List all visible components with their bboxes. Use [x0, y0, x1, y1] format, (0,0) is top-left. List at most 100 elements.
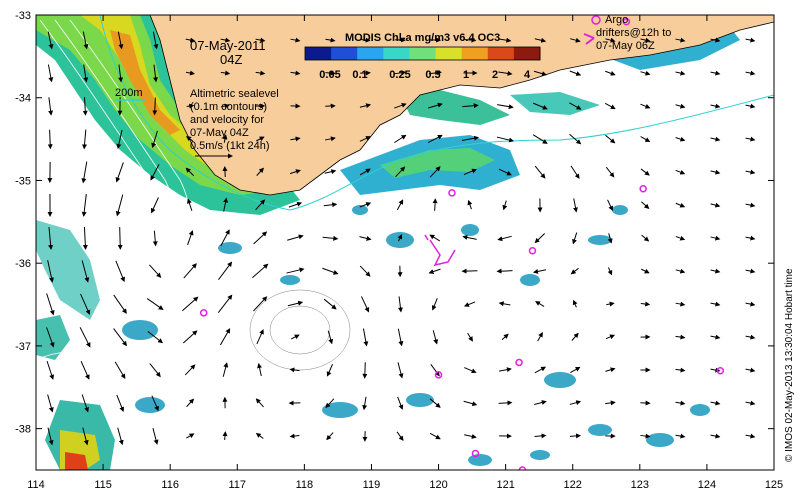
velocity-arrow	[359, 235, 372, 241]
velocity-arrow	[710, 70, 721, 76]
velocity-arrow	[394, 134, 407, 144]
velocity-arrow	[675, 70, 686, 76]
colorbar-swatch	[409, 47, 437, 60]
velocity-arrow	[322, 267, 339, 275]
colorbar-tick-label: 0.05	[319, 69, 340, 81]
velocity-arrow	[534, 433, 547, 439]
velocity-arrow	[80, 360, 90, 380]
x-tick-label: 125	[765, 479, 783, 491]
velocity-arrow	[81, 194, 87, 217]
velocity-arrow	[498, 168, 512, 176]
velocity-arrow	[47, 129, 53, 150]
velocity-arrow	[675, 301, 686, 307]
velocity-arrow	[675, 334, 686, 340]
velocity-arrow	[290, 136, 301, 142]
velocity-arrow	[46, 360, 55, 380]
velocity-arrow	[464, 367, 477, 374]
sea-level-contours	[36, 19, 191, 401]
velocity-arrow	[325, 398, 335, 409]
argo-float-marker	[515, 358, 523, 367]
time-title: 04Z	[220, 52, 242, 67]
velocity-arrow	[498, 301, 511, 307]
isobath-label: 200m	[115, 87, 143, 99]
velocity-arrow	[572, 299, 578, 308]
velocity-arrow	[147, 330, 164, 344]
velocity-arrow	[222, 362, 229, 377]
velocity-arrow	[534, 400, 547, 406]
velocity-arrow	[326, 364, 333, 377]
drifter-legend-chevron	[583, 33, 595, 45]
velocity-arrow	[223, 197, 228, 212]
velocity-arrow	[745, 301, 756, 307]
velocity-arrow	[362, 396, 368, 411]
velocity-arrow	[394, 70, 407, 76]
velocity-arrow	[499, 37, 512, 43]
argo-float-marker	[622, 17, 631, 26]
velocity-arrow	[81, 161, 88, 184]
argo-float-marker	[448, 189, 456, 197]
x-tick-label: 124	[698, 479, 716, 491]
velocity-arrow	[115, 162, 124, 183]
velocity-arrow	[745, 235, 756, 241]
velocity-arrow	[116, 129, 123, 149]
velocity-arrow	[48, 97, 54, 116]
velocity-arrow	[186, 198, 193, 211]
altimetry-note-line: 0.5m/s (1kt 24h)	[190, 140, 269, 152]
velocity-arrow	[432, 330, 439, 345]
velocity-arrow	[428, 102, 443, 109]
velocity-arrow	[218, 261, 233, 280]
velocity-arrow	[325, 37, 336, 43]
velocity-arrow	[710, 433, 721, 439]
velocity-arrow	[287, 300, 304, 307]
velocity-arrow	[463, 301, 476, 307]
colorbar-tick-label: 0.5	[425, 69, 440, 81]
velocity-arrow	[464, 433, 477, 439]
velocity-arrow	[607, 267, 613, 276]
velocity-arrow	[255, 199, 266, 211]
velocity-arrow	[467, 332, 473, 342]
velocity-arrow	[641, 201, 650, 209]
velocity-arrow	[253, 231, 268, 245]
velocity-arrow	[571, 332, 579, 341]
colorbar-swatch	[383, 47, 410, 60]
velocity-arrow	[253, 296, 268, 312]
y-axis-ticks: -33 -34 -35 -36 -37 -38	[15, 10, 774, 436]
colorbar-tick-label: 2	[492, 69, 498, 81]
velocity-arrow	[115, 260, 125, 283]
velocity-arrow	[361, 296, 370, 313]
argo-tracks	[424, 234, 456, 267]
x-tick-label: 118	[296, 479, 314, 491]
x-tick-label: 116	[161, 479, 179, 491]
colorbar-tick-label: 1	[463, 69, 469, 81]
velocity-arrow	[606, 301, 615, 307]
velocity-arrow	[464, 37, 477, 43]
velocity-arrow	[607, 199, 613, 212]
velocity-arrow	[82, 31, 89, 50]
velocity-arrow	[325, 70, 336, 76]
colorbar-swatch	[305, 47, 332, 60]
velocity-arrow	[47, 427, 54, 446]
velocity-arrow	[324, 169, 337, 175]
argo-legend-line: Argo	[605, 14, 628, 26]
velocity-arrow	[47, 260, 54, 283]
velocity-arrow	[745, 268, 756, 274]
velocity-arrow	[745, 400, 756, 406]
y-tick-label: -33	[15, 10, 31, 22]
velocity-arrow	[186, 398, 195, 408]
velocity-arrow	[710, 103, 721, 109]
altimetry-note: Altimetric sealevel (0.1m contours) and …	[190, 88, 279, 152]
velocity-arrow	[256, 136, 265, 142]
x-tick-label: 123	[631, 479, 649, 491]
velocity-arrow	[47, 394, 54, 413]
velocity-arrow	[255, 70, 266, 76]
velocity-arrow	[641, 234, 650, 242]
velocity-arrow	[118, 64, 124, 83]
velocity-arrow	[537, 331, 543, 342]
date-title: 07-May-2011	[190, 38, 266, 53]
velocity-arrow	[569, 70, 582, 76]
velocity-arrow	[153, 64, 159, 83]
velocity-arrow	[605, 37, 616, 43]
argo-legend-line: drifters@12h to	[596, 27, 671, 39]
velocity-arrow	[149, 264, 162, 278]
velocity-arrow	[710, 268, 721, 274]
